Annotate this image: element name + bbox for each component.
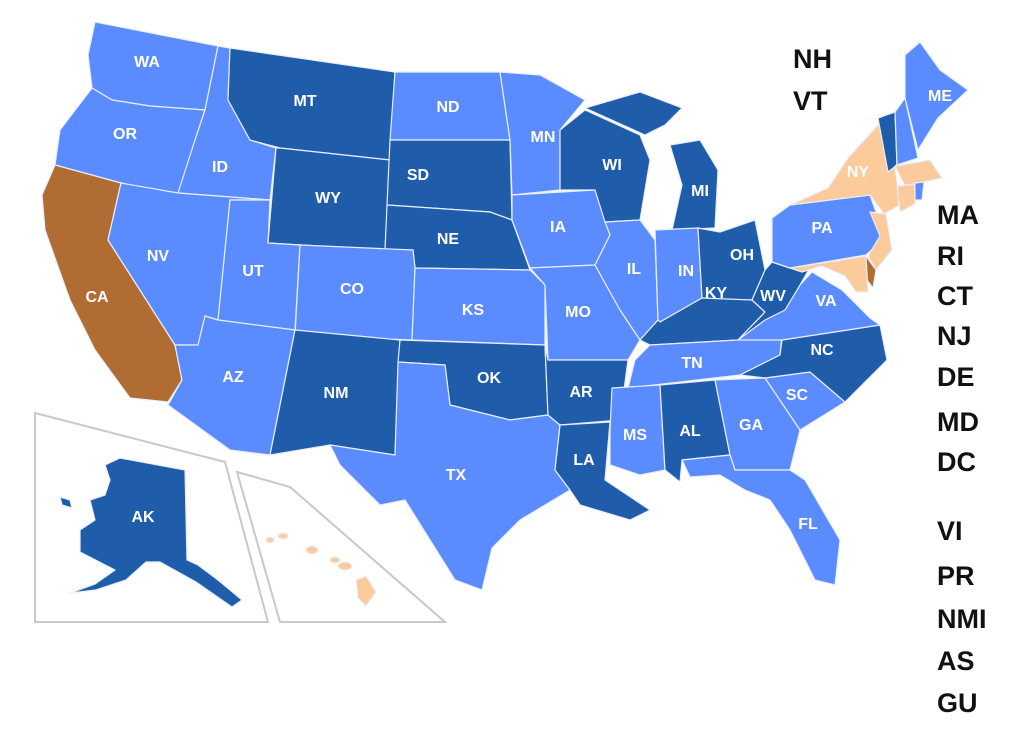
state-md[interactable] bbox=[789, 255, 869, 293]
state-me[interactable] bbox=[904, 41, 969, 151]
state-label-tn: TN bbox=[681, 355, 702, 372]
side-label-vi: VI bbox=[937, 516, 963, 546]
state-label-co: CO bbox=[340, 281, 364, 298]
state-ma[interactable] bbox=[894, 159, 943, 187]
state-ks[interactable] bbox=[411, 267, 546, 346]
state-label-ia: IA bbox=[550, 219, 566, 236]
state-mi[interactable] bbox=[584, 91, 719, 231]
state-label-mt: MT bbox=[293, 93, 316, 110]
side-label-ma: MA bbox=[937, 200, 979, 230]
state-label-id: ID bbox=[212, 159, 228, 176]
side-label-vt: VT bbox=[793, 86, 828, 116]
state-label-sd: SD bbox=[407, 167, 429, 184]
state-label-nv: NV bbox=[147, 248, 170, 265]
state-label-ar: AR bbox=[569, 384, 593, 401]
side-label-dc: DC bbox=[937, 447, 976, 477]
inset-frames bbox=[34, 411, 448, 623]
state-label-ut: UT bbox=[242, 263, 264, 280]
state-label-wv: WV bbox=[760, 288, 786, 305]
state-label-ca: CA bbox=[85, 289, 109, 306]
state-label-il: IL bbox=[627, 261, 641, 278]
side-label-de: DE bbox=[937, 362, 975, 392]
state-label-or: OR bbox=[113, 126, 137, 143]
state-label-sc: SC bbox=[786, 387, 809, 404]
state-label-nm: NM bbox=[324, 385, 349, 402]
state-la[interactable] bbox=[554, 421, 651, 521]
side-label-md: MD bbox=[937, 407, 979, 437]
side-label-gu: GU bbox=[937, 688, 978, 718]
state-label-ny: NY bbox=[847, 164, 870, 181]
side-label-nmi: NMI bbox=[937, 604, 987, 634]
state-wv[interactable] bbox=[737, 261, 813, 341]
state-ak[interactable] bbox=[59, 457, 243, 608]
state-nh[interactable] bbox=[894, 97, 919, 166]
state-label-fl: FL bbox=[798, 516, 818, 533]
state-tx[interactable] bbox=[329, 361, 571, 591]
side-label-nh: NH bbox=[793, 44, 832, 74]
state-label-wy: WY bbox=[315, 190, 341, 207]
hawaii-inset-frame bbox=[235, 470, 448, 623]
state-label-al: AL bbox=[679, 423, 701, 440]
state-label-va: VA bbox=[815, 293, 836, 310]
side-label-ri: RI bbox=[937, 241, 964, 271]
state-label-az: AZ bbox=[222, 369, 244, 386]
state-label-ok: OK bbox=[477, 370, 501, 387]
state-label-mo: MO bbox=[565, 304, 591, 321]
state-ct[interactable] bbox=[896, 183, 916, 213]
state-label-nd: ND bbox=[436, 99, 459, 116]
state-label-me: ME bbox=[928, 88, 952, 105]
state-fl[interactable] bbox=[681, 454, 841, 586]
side-label-pr: PR bbox=[937, 561, 975, 591]
state-hi[interactable] bbox=[265, 532, 377, 607]
state-label-ks: KS bbox=[462, 302, 485, 319]
state-label-ga: GA bbox=[739, 417, 763, 434]
state-label-mn: MN bbox=[531, 129, 556, 146]
state-label-oh: OH bbox=[730, 247, 754, 264]
states-layer bbox=[41, 21, 969, 608]
state-label-nc: NC bbox=[810, 342, 834, 359]
state-nc[interactable] bbox=[739, 324, 888, 403]
state-label-pa: PA bbox=[811, 220, 832, 237]
state-label-ak: AK bbox=[131, 509, 155, 526]
state-label-in: IN bbox=[678, 263, 694, 280]
side-label-ct: CT bbox=[937, 281, 973, 311]
side-label-nj: NJ bbox=[937, 321, 972, 351]
state-label-wa: WA bbox=[134, 54, 160, 71]
state-label-hi: HI bbox=[318, 582, 334, 599]
state-label-ne: NE bbox=[437, 231, 460, 248]
state-label-wi: WI bbox=[602, 157, 622, 174]
side-label-as: AS bbox=[937, 646, 975, 676]
alaska-inset-frame bbox=[34, 411, 270, 623]
state-labels-layer: WA OR ID MT ND MN WI MI NY ME SD WY NV UT CO NE IA IL IN OH… bbox=[85, 54, 952, 599]
state-label-ms: MS bbox=[623, 427, 647, 444]
state-ri[interactable] bbox=[914, 181, 925, 201]
state-label-mi: MI bbox=[691, 183, 709, 200]
state-label-ky: KY bbox=[705, 285, 728, 302]
state-label-la: LA bbox=[573, 452, 595, 469]
state-label-tx: TX bbox=[446, 467, 467, 484]
